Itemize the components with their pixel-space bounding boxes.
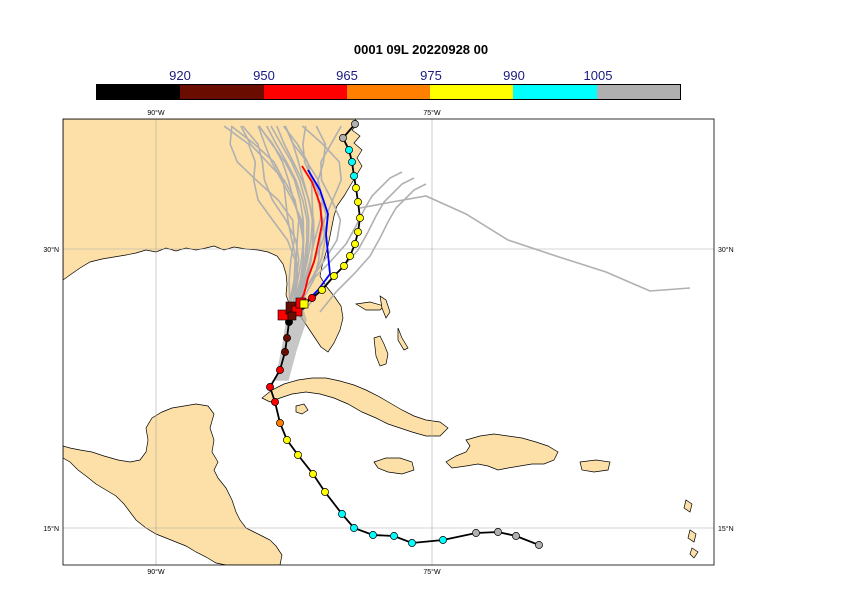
colorbar-segment xyxy=(346,85,431,99)
best-track-point xyxy=(346,252,354,260)
island-cuba xyxy=(261,377,449,437)
best-track-point xyxy=(321,488,329,496)
ensemble-track xyxy=(289,125,343,319)
best-track-point xyxy=(354,198,362,206)
best-track-point xyxy=(281,348,289,356)
lon-tick-bottom: 90°W xyxy=(147,568,165,576)
colorbar-segment xyxy=(263,85,347,99)
island-lesser-antilles xyxy=(683,499,699,559)
island-eleuthera xyxy=(397,327,409,351)
ensemble-track xyxy=(295,171,403,301)
best-track-point xyxy=(330,272,338,280)
lat-tick-right: 30°N xyxy=(718,246,734,254)
colorbar-label: 965 xyxy=(336,68,358,83)
best-track-point xyxy=(512,532,520,540)
best-track-point xyxy=(535,541,543,549)
island-puerto-rico xyxy=(579,459,611,473)
best-track-point xyxy=(276,366,284,374)
colorbar-segment xyxy=(596,85,680,99)
best-track-point xyxy=(339,134,347,142)
colorbar-label: 1005 xyxy=(583,68,613,83)
map-frame xyxy=(62,118,715,566)
best-track-point xyxy=(338,510,346,518)
colorbar-label: 950 xyxy=(253,68,275,83)
ensemble-track xyxy=(319,183,427,313)
island-isle-of-youth xyxy=(295,403,309,415)
best-track-point xyxy=(345,146,353,154)
landfall-marker xyxy=(287,311,297,321)
island-abaco xyxy=(379,295,391,319)
best-track-point xyxy=(369,531,377,539)
landmass-central-america xyxy=(63,403,283,565)
landfall-marker xyxy=(299,299,309,309)
best-track-point xyxy=(351,240,359,248)
forecast-track-red xyxy=(297,165,323,307)
colorbar-segment xyxy=(97,85,181,99)
best-track-point xyxy=(308,294,316,302)
best-track-point xyxy=(439,536,447,544)
colorbar-label: 990 xyxy=(503,68,525,83)
best-track-point xyxy=(408,539,416,547)
best-track-point xyxy=(494,528,502,536)
colorbar-label: 920 xyxy=(169,68,191,83)
best-track-point xyxy=(354,228,362,236)
colorbar-label: 975 xyxy=(420,68,442,83)
colorbar-segment xyxy=(513,85,597,99)
graticule xyxy=(63,119,714,565)
lat-tick-right: 15°N xyxy=(718,525,734,533)
best-track-point xyxy=(348,158,356,166)
best-track-point xyxy=(266,383,274,391)
best-track-point xyxy=(351,120,359,128)
island-jamaica xyxy=(373,457,415,475)
ensemble-track xyxy=(223,125,296,319)
best-track-point xyxy=(356,214,364,222)
best-track-point xyxy=(318,286,326,294)
lat-tick-left: 15°N xyxy=(43,525,59,533)
best-track-point xyxy=(271,398,279,406)
landfall-markers xyxy=(277,297,309,321)
best-track-point xyxy=(309,470,317,478)
ensemble-track xyxy=(240,125,300,319)
map-title: 0001 09L 20220928 00 xyxy=(353,42,489,57)
ensemble-track xyxy=(265,125,308,319)
best-track-point xyxy=(472,529,480,537)
best-track-points xyxy=(266,120,543,549)
pressure-colorbar xyxy=(96,84,681,100)
island-hispaniola xyxy=(445,433,559,471)
best-track-point xyxy=(390,532,398,540)
lon-tick-top: 90°W xyxy=(147,109,165,117)
colorbar-segment xyxy=(430,85,514,99)
lat-tick-left: 30°N xyxy=(43,246,59,254)
best-track-point xyxy=(340,262,348,270)
best-track-point xyxy=(283,436,291,444)
best-track-point xyxy=(294,451,302,459)
best-track-point xyxy=(350,172,358,180)
island-andros xyxy=(373,335,389,367)
best-track-point xyxy=(283,334,291,342)
best-track-point xyxy=(352,184,360,192)
colorbar-segment xyxy=(180,85,264,99)
best-track-point xyxy=(276,419,284,427)
lon-tick-top: 75°W xyxy=(423,109,441,117)
lon-tick-bottom: 75°W xyxy=(423,568,441,576)
ensemble-track xyxy=(229,125,296,319)
best-track-point xyxy=(350,524,358,532)
ensemble-track xyxy=(257,125,305,319)
ensemble-track-long xyxy=(359,195,691,292)
